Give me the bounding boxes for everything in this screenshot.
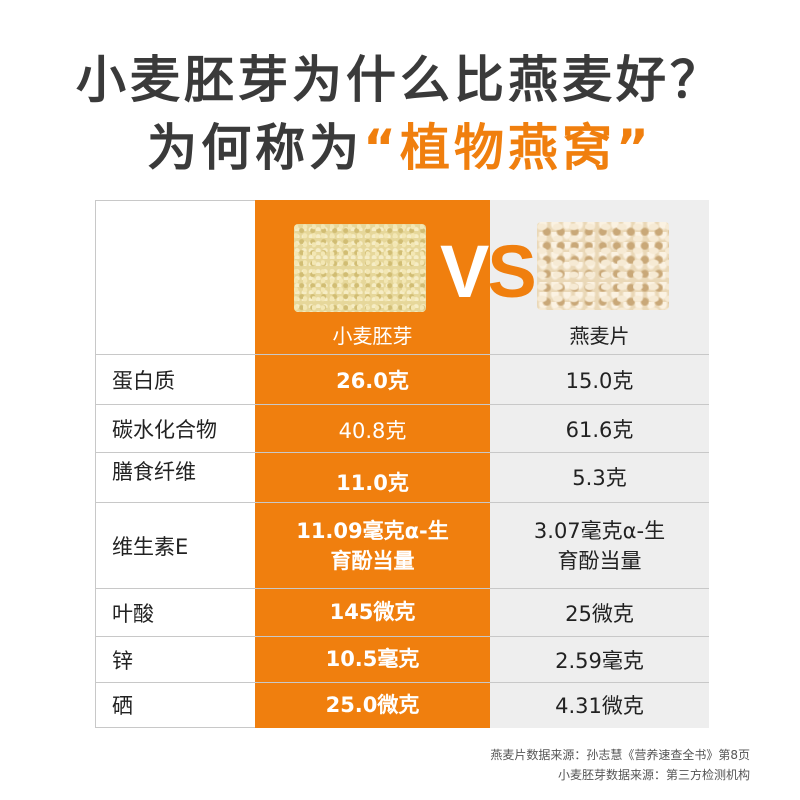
row-label-carbohydrate: 碳水化合物: [112, 417, 217, 442]
row-label-zinc: 锌: [112, 648, 133, 673]
subtitle-prefix: 为何称为: [147, 119, 364, 177]
page-subtitle: 为何称为“植物燕窝”: [0, 108, 800, 180]
row-label-selenium: 硒: [112, 694, 133, 718]
row-divider: [95, 682, 709, 683]
footnote-wheat-source: 小麦胚芽数据来源：第三方检测机构: [557, 768, 750, 782]
row-divider: [95, 354, 709, 355]
wheat-vitamin-e-line2: 育酚当量: [330, 548, 415, 573]
oat-value-carbohydrate: 61.6克: [565, 417, 634, 442]
oat-value-zinc: 2.59毫克: [555, 648, 644, 673]
column-header-oat: 燕麦片: [569, 324, 630, 348]
wheat-value-vitamin-e: 11.09毫克α-生 育酚当量: [255, 503, 490, 588]
oat-vitamin-e-line2: 育酚当量: [557, 548, 642, 573]
oat-vitamin-e-line1: 3.07毫克α-生: [533, 518, 666, 543]
wheat-value-folic-acid: 145微克: [329, 599, 416, 624]
vs-letter-s: S: [487, 230, 536, 313]
row-divider: [95, 588, 709, 589]
oat-value-selenium: 4.31微克: [555, 694, 644, 718]
column-header-wheat-germ: 小麦胚芽: [332, 324, 413, 348]
wheat-value-carbohydrate: 40.8克: [338, 419, 407, 443]
wheat-vitamin-e-line1: 11.09毫克α-生: [296, 518, 449, 543]
row-divider: [95, 452, 709, 453]
row-divider: [95, 404, 709, 405]
wheat-germ-image: [294, 224, 426, 312]
oat-value-folic-acid: 25微克: [565, 601, 634, 626]
page-title: 小麦胚芽为什么比燕麦好？: [76, 51, 724, 109]
wheat-value-selenium: 25.0微克: [325, 693, 420, 717]
footnote-oat-source: 燕麦片数据来源：孙志慧《营养速查全书》第8页: [490, 748, 750, 762]
row-label-dietary-fiber: 膳食纤维: [112, 460, 196, 484]
row-label-protein: 蛋白质: [112, 368, 175, 393]
vs-letter-v: V: [440, 230, 489, 313]
wheat-value-protein: 26.0克: [336, 368, 409, 393]
row-label-vitamin-e: 维生素E: [112, 534, 189, 559]
row-divider: [95, 502, 709, 503]
wheat-value-dietary-fiber: 11.0克: [336, 471, 409, 495]
oat-flakes-image: [537, 222, 669, 310]
row-label-folic-acid: 叶酸: [112, 601, 154, 626]
subtitle-highlight: “植物燕窝”: [363, 119, 653, 177]
row-divider: [95, 636, 709, 637]
oat-value-protein: 15.0克: [565, 368, 634, 393]
oat-value-vitamin-e: 3.07毫克α-生 育酚当量: [490, 503, 709, 588]
wheat-value-zinc: 10.5毫克: [325, 647, 420, 671]
oat-value-dietary-fiber: 5.3克: [572, 466, 627, 490]
